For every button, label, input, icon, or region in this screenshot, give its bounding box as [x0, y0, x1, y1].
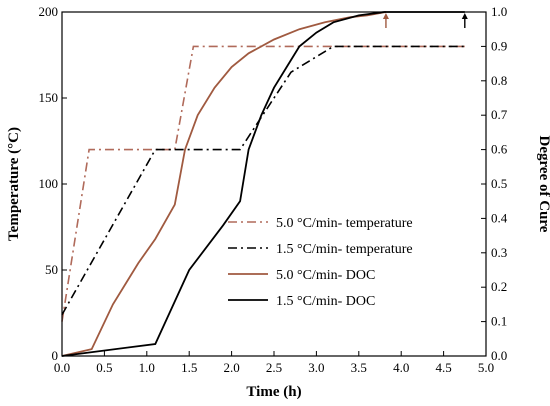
- x-axis-ticks: 0.0 0.5 1.0 1.5 2.0 2.5 3.0 3.5 4.0 4.5 5.0: [54, 351, 494, 375]
- y-left-tick-label: 50: [45, 262, 58, 277]
- y-left-tick-label: 100: [39, 176, 59, 191]
- chart-marks: [61, 11, 468, 357]
- y-right-tick-label: 0.3: [491, 245, 507, 260]
- y-left-axis-ticks: 0 50 100 150 200: [39, 4, 67, 363]
- y-right-tick-label: 0.2: [491, 279, 507, 294]
- x-tick-label: 1.0: [139, 360, 155, 375]
- x-tick-label: 0.5: [96, 360, 112, 375]
- legend-label-3: 5.0 °C/min- DOC: [276, 268, 375, 283]
- x-tick-label: 4.0: [393, 360, 409, 375]
- legend-label-1: 5.0 °C/min- temperature: [276, 216, 413, 231]
- y-right-tick-label: 1.0: [491, 4, 507, 19]
- series-line-3: [61, 11, 387, 357]
- legend-label-4: 1.5 °C/min- DOC: [276, 294, 375, 309]
- x-tick-label: 1.5: [181, 360, 197, 375]
- y-right-tick-label: 0.9: [491, 38, 507, 53]
- y-right-tick-label: 0.0: [491, 348, 507, 363]
- series-line-2: [61, 45, 465, 316]
- x-tick-label: 5.0: [478, 360, 494, 375]
- series-line-4: [61, 11, 465, 357]
- y-right-tick-label: 0.6: [491, 142, 508, 157]
- y-right-tick-label: 0.1: [491, 314, 507, 329]
- legend-label-2: 1.5 °C/min- temperature: [276, 242, 413, 257]
- x-tick-label: 3.5: [351, 360, 367, 375]
- y-left-axis-title: Temperature (°C): [6, 127, 22, 241]
- y-right-tick-label: 0.8: [491, 73, 507, 88]
- x-tick-label: 0.0: [54, 360, 70, 375]
- y-right-tick-label: 0.4: [491, 210, 508, 225]
- y-right-axis-title: Degree of Cure: [536, 136, 550, 233]
- x-tick-label: 2.0: [223, 360, 239, 375]
- y-right-axis-ticks: 0.0 0.1 0.2 0.3 0.4 0.5 0.6 0.7 0.8 0.9 1.0: [481, 4, 508, 363]
- y-left-tick-label: 200: [39, 4, 59, 19]
- y-left-tick-label: 0: [52, 348, 59, 363]
- y-right-tick-label: 0.7: [491, 107, 508, 122]
- annotation-arrow-2: [461, 13, 468, 28]
- x-tick-label: 2.5: [266, 360, 282, 375]
- x-tick-label: 3.0: [308, 360, 324, 375]
- annotation-arrow-1: [382, 13, 389, 28]
- x-tick-label: 4.5: [435, 360, 451, 375]
- legend: 5.0 °C/min- temperature 1.5 °C/min- tempe…: [228, 216, 413, 309]
- y-left-tick-label: 150: [39, 90, 59, 105]
- plot-frame: [61, 11, 487, 357]
- x-axis-title: Time (h): [246, 384, 301, 400]
- y-right-tick-label: 0.5: [491, 176, 507, 191]
- series-line-1: [61, 45, 465, 322]
